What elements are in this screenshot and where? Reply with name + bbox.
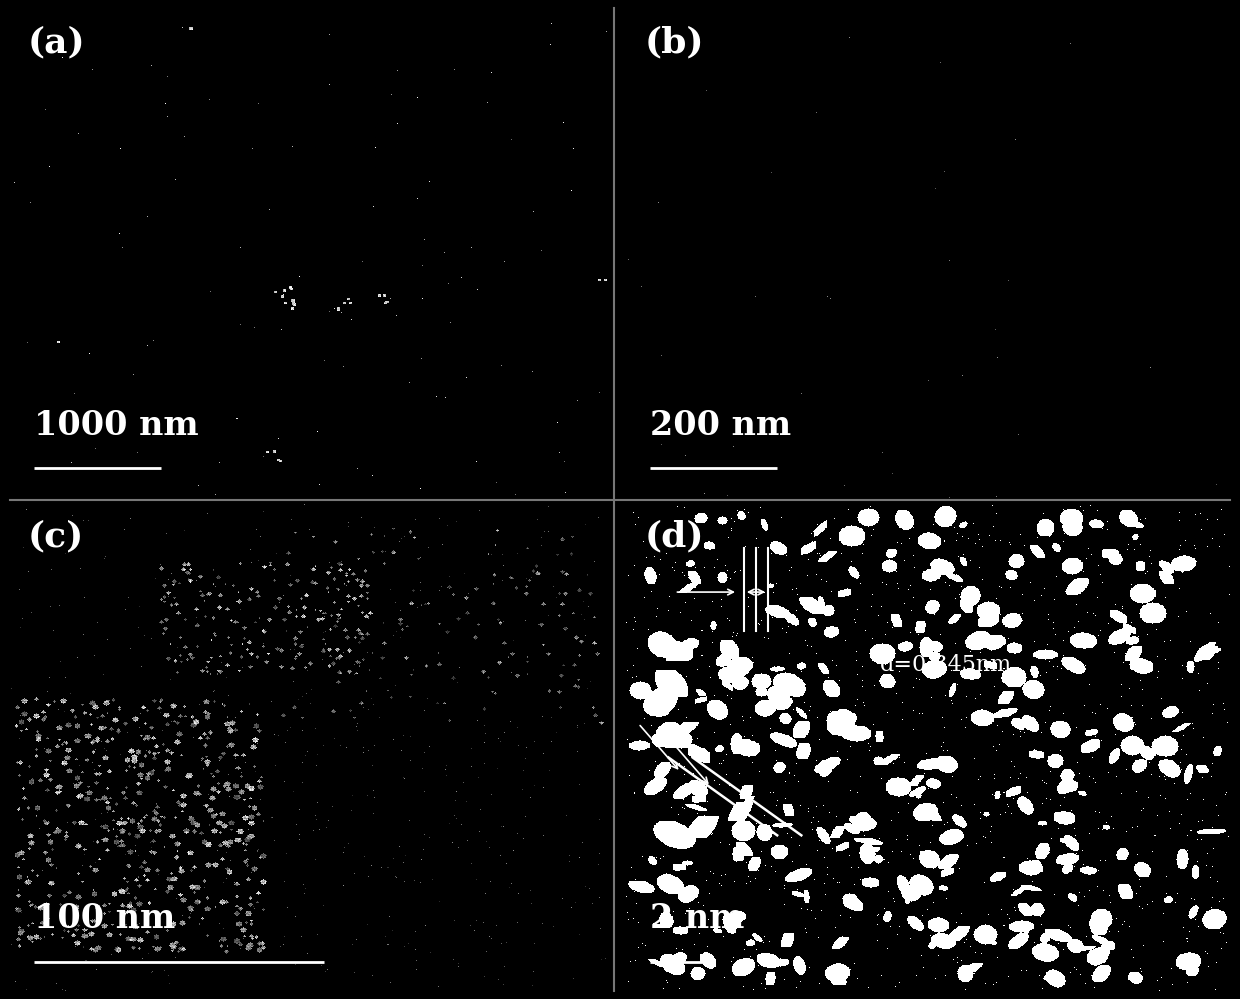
Text: 2 nm: 2 nm (650, 902, 745, 935)
Text: 200 nm: 200 nm (650, 409, 791, 442)
Text: (d): (d) (645, 519, 704, 553)
Text: d=0.345nm: d=0.345nm (880, 654, 1012, 676)
Text: (b): (b) (645, 26, 704, 60)
Text: (c): (c) (29, 519, 84, 553)
Text: 100 nm: 100 nm (33, 902, 175, 935)
Text: 1000 nm: 1000 nm (33, 409, 198, 442)
Text: (a): (a) (29, 26, 86, 60)
